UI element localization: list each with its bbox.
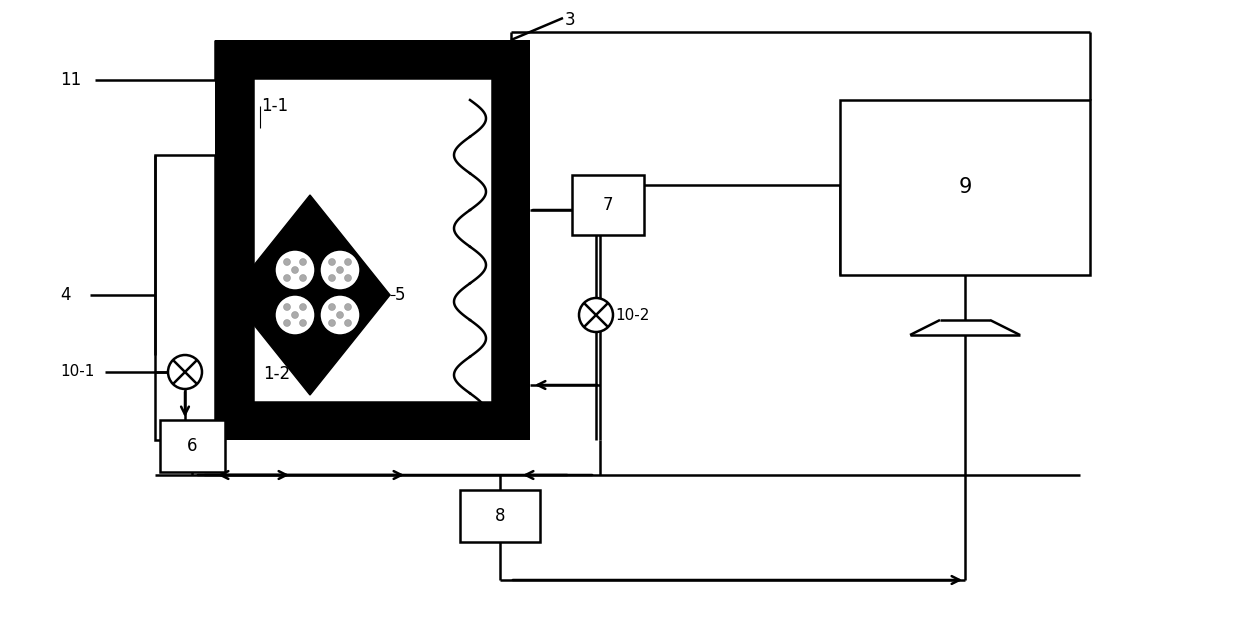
Circle shape: [284, 259, 290, 265]
Circle shape: [284, 274, 290, 282]
Circle shape: [291, 312, 299, 319]
Bar: [253, 78, 492, 402]
Circle shape: [320, 295, 360, 335]
Text: 9: 9: [959, 177, 972, 197]
Circle shape: [345, 319, 351, 327]
Bar: [572, 175, 644, 235]
Bar: [215, 40, 529, 78]
Text: 10-2: 10-2: [615, 307, 650, 322]
Polygon shape: [229, 195, 391, 395]
Bar: [492, 40, 529, 440]
Circle shape: [300, 274, 306, 282]
Circle shape: [300, 259, 306, 265]
Text: 11: 11: [60, 71, 82, 89]
Circle shape: [300, 304, 306, 310]
Text: 8: 8: [495, 507, 505, 525]
Circle shape: [345, 274, 351, 282]
Circle shape: [345, 259, 351, 265]
Text: 6: 6: [187, 437, 197, 455]
Bar: [460, 490, 539, 542]
Circle shape: [275, 295, 315, 335]
Text: 3: 3: [565, 11, 575, 29]
Circle shape: [284, 304, 290, 310]
Circle shape: [336, 267, 343, 274]
Text: 5: 5: [396, 286, 405, 304]
Circle shape: [291, 267, 299, 274]
Circle shape: [345, 304, 351, 310]
Circle shape: [329, 304, 336, 310]
Text: 1-1: 1-1: [260, 97, 288, 115]
Circle shape: [300, 319, 306, 327]
Text: 7: 7: [603, 196, 614, 214]
Bar: [215, 402, 529, 440]
Circle shape: [336, 312, 343, 319]
Text: 2: 2: [491, 271, 502, 289]
Bar: [155, 155, 215, 440]
Bar: [253, 78, 492, 402]
Circle shape: [167, 355, 202, 389]
Circle shape: [579, 298, 613, 332]
Text: 4: 4: [60, 286, 71, 304]
Bar: [160, 420, 224, 472]
Text: 1-2: 1-2: [263, 365, 290, 383]
Circle shape: [329, 319, 336, 327]
Circle shape: [320, 250, 360, 290]
Circle shape: [329, 259, 336, 265]
Bar: [215, 40, 253, 440]
Circle shape: [329, 274, 336, 282]
Text: 10-1: 10-1: [60, 364, 94, 379]
Circle shape: [275, 250, 315, 290]
Bar: [839, 100, 1090, 275]
Circle shape: [284, 319, 290, 327]
